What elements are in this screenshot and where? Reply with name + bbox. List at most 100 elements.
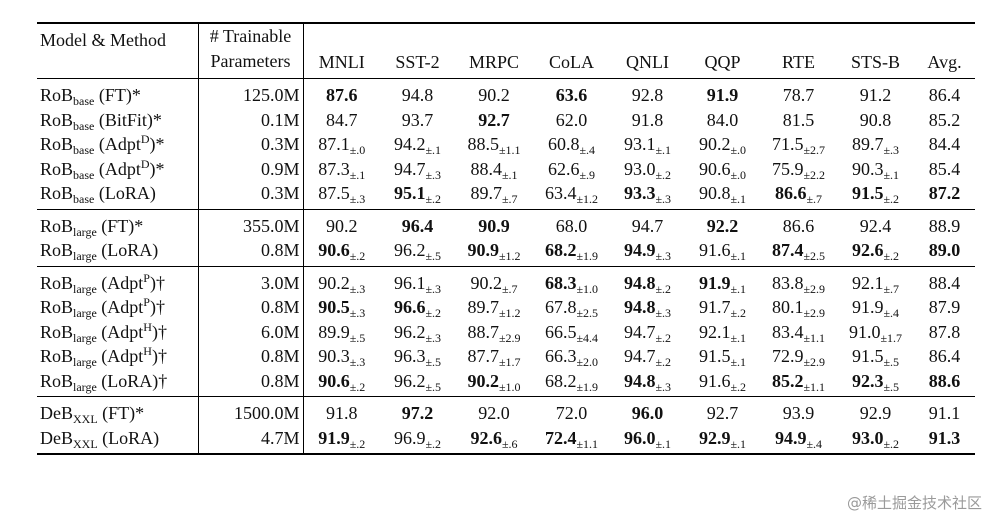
model-text: RoB — [40, 183, 74, 204]
score-cell: 90.8 — [837, 108, 914, 133]
score-std: ±.5 — [425, 249, 442, 264]
score-cell: 80.1±2.9 — [760, 295, 837, 320]
params-cell: 0.3M — [198, 132, 304, 157]
score-cell: 96.0±.1 — [610, 426, 685, 455]
score: 90.5 — [318, 297, 350, 318]
score: 80.1 — [771, 297, 804, 318]
score-cell: 95.1±.2 — [380, 181, 455, 209]
score: 84.7 — [326, 109, 358, 130]
params-cell: 0.8M — [198, 344, 304, 369]
score-cell: 90.9 — [455, 209, 533, 238]
score: 91.7 — [698, 297, 731, 318]
model-text: RoB — [40, 346, 74, 367]
score-cell: 96.9±.2 — [380, 426, 455, 455]
score-cell: 96.4 — [380, 209, 455, 238]
score: 83.8 — [771, 272, 804, 293]
score-std: ±1.1 — [576, 436, 599, 451]
score-cell: 92.2 — [685, 209, 760, 238]
score-cell: 88.6 — [914, 369, 975, 397]
score-std: ±2.5 — [803, 249, 826, 264]
header-cell: Avg. — [927, 52, 962, 72]
score: 86.6 — [782, 215, 815, 236]
score-std: ±.2 — [349, 249, 366, 264]
model-text: RoB — [40, 109, 74, 130]
score-cell: 68.2±1.9 — [533, 369, 610, 397]
model-text: large — [73, 281, 97, 296]
row-group: RoBbase (FT)* 125.0M 87.6 94.8 90.2 63.6 92.8 9… — [37, 78, 975, 209]
score-cell: 89.0 — [914, 238, 975, 266]
model-text: base — [73, 167, 95, 182]
score-std: ±.7 — [883, 281, 900, 296]
score-cell: 92.6±.2 — [837, 238, 914, 266]
score-cell: 91.6±.2 — [685, 369, 760, 397]
model-text: )† — [149, 272, 165, 293]
score-std: ±.2 — [349, 436, 366, 451]
table-row: RoBlarge (AdptP)† 0.8M 90.5±.3 96.6±.2 89.7±… — [37, 295, 975, 320]
score-cell: 91.3 — [914, 426, 975, 455]
score-cell: 85.2±1.1 — [760, 369, 837, 397]
score: 91.5 — [851, 183, 884, 204]
model-cell: DeBXXL (LoRA) — [37, 425, 199, 454]
score-std: ±.4 — [579, 143, 596, 158]
score: 90.2 — [318, 272, 350, 293]
score-cell: 92.3±.5 — [837, 369, 914, 397]
score: 96.1 — [393, 272, 426, 293]
score-cell: 91.1 — [914, 397, 975, 426]
score-cell: 90.9±1.2 — [455, 238, 533, 266]
score-cell: 92.9 — [837, 397, 914, 426]
model-text: )† — [151, 346, 167, 367]
score-cell: 94.8±.2 — [610, 266, 685, 295]
header-cell: CoLA — [549, 52, 594, 72]
score-cell: 90.2±1.0 — [455, 369, 533, 397]
score-cell: 83.4±1.1 — [760, 320, 837, 345]
score-std: ±.2 — [425, 436, 442, 451]
score-std: ±.2 — [883, 192, 900, 207]
score-cell: 94.2±.1 — [380, 132, 455, 157]
model-cell: RoBbase (LoRA) — [37, 181, 199, 209]
score: 96.4 — [401, 215, 434, 236]
model-text: large — [73, 330, 97, 345]
score: 89.0 — [928, 240, 961, 261]
score-std: ±.3 — [425, 167, 442, 182]
score-std: ±2.0 — [576, 355, 599, 370]
score-cell: 72.9±2.9 — [760, 344, 837, 369]
score-std: ±.5 — [883, 355, 900, 370]
score: 89.7 — [467, 297, 499, 318]
score: 94.8 — [623, 272, 656, 293]
model-text: (Adpt — [96, 272, 144, 293]
score: 88.4 — [928, 272, 961, 293]
score: 68.2 — [544, 240, 577, 261]
score-cell: 94.7 — [610, 209, 685, 238]
score: 72.4 — [544, 427, 577, 448]
model-text: (Adpt — [96, 346, 144, 367]
params-cell: 6.0M — [198, 319, 304, 344]
score-std: ±2.2 — [803, 167, 826, 182]
model-cell: RoBlarge (AdptH)† — [37, 344, 199, 369]
score-std: ±.7 — [501, 281, 518, 296]
score: 91.1 — [928, 403, 961, 424]
table-header: Model & Method # Trainable Parameters MNLI S… — [37, 23, 975, 79]
score-cell: 90.2±.7 — [455, 266, 533, 295]
score-cell: 88.4 — [914, 266, 975, 295]
score-std: ±.3 — [349, 355, 366, 370]
score-cell: 91.8 — [303, 397, 380, 426]
score-std: ±.9 — [579, 167, 596, 182]
score: 94.7 — [393, 158, 426, 179]
table-row: RoBlarge (FT)* 355.0M 90.2 96.4 90.9 68.0 94.7… — [37, 209, 975, 238]
model-text: )† — [151, 321, 167, 342]
score: 93.0 — [851, 427, 884, 448]
score: 91.8 — [631, 109, 664, 130]
model-text: (Adpt — [94, 158, 141, 179]
score-cell: 96.2±.3 — [380, 320, 455, 345]
model-text: RoB — [40, 297, 74, 318]
score-cell: 86.6±.7 — [760, 181, 837, 209]
score: 88.6 — [928, 370, 961, 391]
score-std: ±1.2 — [498, 249, 521, 264]
score-cell: 90.5±.3 — [303, 295, 380, 320]
model-cell: RoBlarge (LoRA)† — [37, 368, 199, 397]
score-cell: 84.0 — [685, 108, 760, 133]
score: 92.6 — [851, 240, 884, 261]
model-text: large — [73, 249, 97, 264]
score: 87.9 — [928, 297, 961, 318]
